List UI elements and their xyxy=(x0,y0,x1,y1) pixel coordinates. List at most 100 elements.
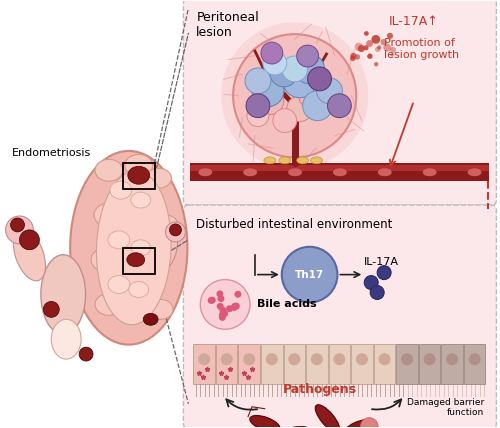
Text: Bile acids: Bile acids xyxy=(257,300,316,309)
Circle shape xyxy=(232,303,238,310)
Bar xyxy=(238,344,260,384)
Ellipse shape xyxy=(135,199,162,221)
Circle shape xyxy=(170,224,181,236)
Circle shape xyxy=(364,276,378,289)
Ellipse shape xyxy=(468,168,481,176)
Circle shape xyxy=(288,353,300,365)
Circle shape xyxy=(218,295,224,302)
Text: Pathogens: Pathogens xyxy=(282,383,356,396)
Ellipse shape xyxy=(127,288,154,310)
Circle shape xyxy=(209,297,216,303)
Circle shape xyxy=(350,56,356,61)
Circle shape xyxy=(273,109,296,133)
Circle shape xyxy=(282,247,338,303)
Ellipse shape xyxy=(143,313,158,325)
Circle shape xyxy=(468,353,480,365)
Circle shape xyxy=(282,56,308,82)
Circle shape xyxy=(270,59,297,87)
Circle shape xyxy=(20,230,40,250)
Circle shape xyxy=(220,307,226,314)
Ellipse shape xyxy=(264,157,276,164)
Bar xyxy=(123,163,154,189)
Ellipse shape xyxy=(250,416,280,428)
Circle shape xyxy=(234,291,242,298)
Circle shape xyxy=(360,418,378,428)
Ellipse shape xyxy=(14,229,46,281)
Circle shape xyxy=(44,301,59,317)
Circle shape xyxy=(401,353,413,365)
Ellipse shape xyxy=(278,427,312,428)
Circle shape xyxy=(328,94,351,118)
Circle shape xyxy=(366,40,373,47)
Circle shape xyxy=(200,279,250,329)
Circle shape xyxy=(370,285,384,300)
Circle shape xyxy=(334,353,345,365)
Bar xyxy=(306,344,328,384)
Bar xyxy=(328,344,350,384)
Ellipse shape xyxy=(91,248,121,272)
Bar xyxy=(374,344,396,384)
Bar xyxy=(351,344,372,384)
Ellipse shape xyxy=(95,159,123,181)
Ellipse shape xyxy=(288,168,302,176)
Circle shape xyxy=(226,305,233,312)
Ellipse shape xyxy=(310,157,322,164)
Bar xyxy=(216,344,238,384)
Circle shape xyxy=(390,47,396,53)
Bar xyxy=(464,344,485,384)
Ellipse shape xyxy=(131,192,150,208)
Circle shape xyxy=(364,31,368,36)
Circle shape xyxy=(446,353,458,365)
Circle shape xyxy=(356,353,368,365)
Text: Disturbed intestinal environment: Disturbed intestinal environment xyxy=(196,218,392,231)
Circle shape xyxy=(221,22,368,169)
Text: Th17: Th17 xyxy=(295,270,324,279)
Ellipse shape xyxy=(146,168,172,188)
Ellipse shape xyxy=(243,168,257,176)
Circle shape xyxy=(311,353,323,365)
Circle shape xyxy=(287,96,312,122)
Bar xyxy=(190,163,490,181)
Bar xyxy=(123,248,154,273)
Circle shape xyxy=(233,303,240,309)
Ellipse shape xyxy=(279,157,290,164)
Circle shape xyxy=(377,266,391,279)
Text: Damaged barrier
function: Damaged barrier function xyxy=(407,398,484,417)
Circle shape xyxy=(308,67,332,91)
Ellipse shape xyxy=(131,244,160,266)
Circle shape xyxy=(283,64,316,98)
Ellipse shape xyxy=(153,215,178,235)
Ellipse shape xyxy=(70,151,188,345)
Ellipse shape xyxy=(96,171,171,325)
Circle shape xyxy=(10,218,24,232)
Circle shape xyxy=(316,78,342,104)
Circle shape xyxy=(216,290,224,297)
Circle shape xyxy=(246,94,270,118)
Circle shape xyxy=(384,44,392,52)
Circle shape xyxy=(219,314,226,321)
Bar xyxy=(194,344,215,384)
Circle shape xyxy=(380,39,387,45)
Text: IL-17A: IL-17A xyxy=(364,257,400,267)
Circle shape xyxy=(358,45,365,52)
Circle shape xyxy=(166,222,186,242)
Circle shape xyxy=(372,35,380,44)
Text: Peritoneal
lesion: Peritoneal lesion xyxy=(196,11,259,39)
Ellipse shape xyxy=(198,168,212,176)
Circle shape xyxy=(424,353,436,365)
Ellipse shape xyxy=(94,203,124,227)
Circle shape xyxy=(220,353,232,365)
Circle shape xyxy=(374,62,378,66)
Circle shape xyxy=(208,297,214,304)
Ellipse shape xyxy=(333,168,347,176)
Circle shape xyxy=(378,353,390,365)
Ellipse shape xyxy=(108,231,130,249)
Bar xyxy=(261,344,282,384)
Ellipse shape xyxy=(110,181,132,199)
Circle shape xyxy=(354,54,360,60)
Circle shape xyxy=(367,54,372,59)
Circle shape xyxy=(264,75,286,97)
Circle shape xyxy=(221,310,228,317)
Ellipse shape xyxy=(108,276,130,294)
Bar xyxy=(419,344,440,384)
